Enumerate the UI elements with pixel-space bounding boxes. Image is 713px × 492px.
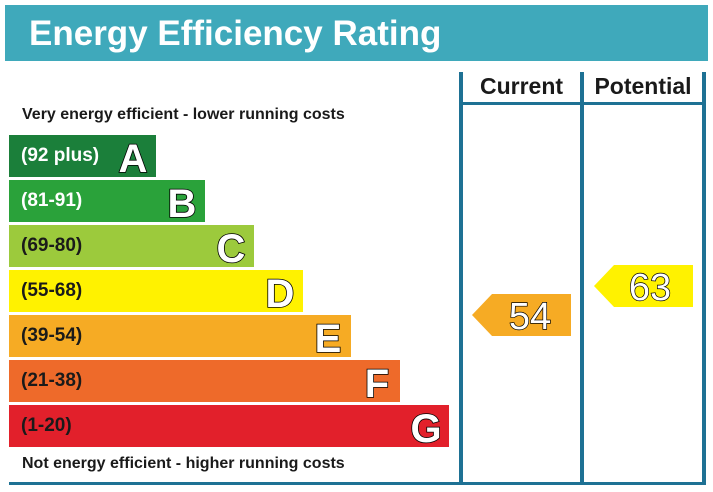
column-header-rule xyxy=(459,102,706,105)
band-d: (55-68) D xyxy=(9,270,303,313)
band-letter: E xyxy=(314,316,342,358)
current-rating-value: 54 xyxy=(509,296,551,337)
svg-text:C: C xyxy=(217,227,246,268)
band-range-label: (21-38) xyxy=(21,370,83,391)
svg-text:G: G xyxy=(410,407,441,448)
band-e: (39-54) E xyxy=(9,315,351,358)
column-divider-middle xyxy=(580,72,584,484)
svg-text:A: A xyxy=(119,137,148,178)
band-letter: C xyxy=(216,226,246,268)
band-range-label: (81-91) xyxy=(21,190,83,211)
bottom-rule xyxy=(9,482,706,485)
svg-text:D: D xyxy=(266,272,295,313)
current-rating-marker: 54 xyxy=(472,294,571,337)
band-letter: D xyxy=(265,271,295,313)
band-a: (92 plus) A xyxy=(9,135,156,178)
band-letter: F xyxy=(364,361,390,403)
top-caption: Very energy efficient - lower running co… xyxy=(22,106,345,123)
band-f: (21-38) F xyxy=(9,360,400,403)
band-letter: A xyxy=(118,136,148,178)
band-letter: B xyxy=(167,181,197,223)
band-range-label: (69-80) xyxy=(21,235,83,256)
column-divider-right xyxy=(702,72,706,484)
page-title: Energy Efficiency Rating xyxy=(29,14,442,53)
bottom-caption: Not energy efficient - higher running co… xyxy=(22,455,345,472)
band-b: (81-91) B xyxy=(9,180,205,223)
svg-text:E: E xyxy=(315,317,342,358)
band-range-label: (92 plus) xyxy=(21,145,100,166)
potential-column-header: Potential xyxy=(594,73,692,99)
current-column-header: Current xyxy=(479,73,564,99)
band-g: (1-20) G xyxy=(9,405,449,448)
band-range-label: (55-68) xyxy=(21,280,83,301)
band-c: (69-80) C xyxy=(9,225,254,268)
header-bar: Energy Efficiency Rating xyxy=(5,5,708,61)
potential-rating-value: 63 xyxy=(629,267,671,308)
potential-rating-marker: 63 xyxy=(594,265,693,308)
band-letter: G xyxy=(410,406,443,448)
column-divider-left xyxy=(459,72,463,484)
svg-text:B: B xyxy=(168,182,197,223)
band-range-label: (1-20) xyxy=(21,415,72,436)
band-range-label: (39-54) xyxy=(21,325,83,346)
svg-text:F: F xyxy=(365,362,389,403)
